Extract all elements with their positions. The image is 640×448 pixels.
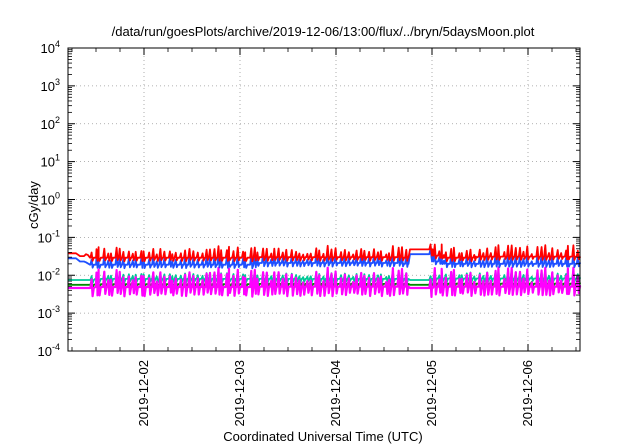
series-line-1 — [68, 243, 581, 263]
series-layer — [68, 243, 582, 298]
chart-title: /data/run/goesPlots/archive/2019-12-06/1… — [112, 24, 535, 39]
series-line-3 — [68, 269, 581, 285]
y-tick-label: 10-3 — [38, 304, 60, 321]
x-tick-label: 2019-12-03 — [232, 360, 247, 427]
y-tick-label: 10-4 — [38, 342, 60, 359]
x-tick-label: 2019-12-02 — [136, 360, 151, 427]
x-tick-label: 2019-12-05 — [424, 360, 439, 427]
y-tick-label: 10-2 — [38, 266, 60, 283]
axis-ticks — [68, 47, 580, 352]
y-tick-label: 104 — [41, 39, 60, 56]
y-axis-label: cGy/day — [26, 181, 41, 229]
y-tick-label: 102 — [41, 115, 60, 132]
y-tick-label: 100 — [41, 191, 60, 208]
x-axis-label: Coordinated Universal Time (UTC) — [223, 429, 422, 444]
y-tick-label: 103 — [41, 77, 60, 94]
y-tick-label: 101 — [41, 153, 60, 170]
x-tick-label: 2019-12-06 — [520, 360, 535, 427]
series-line-5 — [68, 266, 582, 298]
x-tick-label: 2019-12-04 — [328, 360, 343, 427]
y-tick-label: 10-1 — [38, 228, 60, 245]
grid — [68, 48, 580, 351]
x-tick-labels: 2019-12-02 2019-12-03 2019-12-04 2019-12-05… — [136, 360, 535, 427]
y-tick-labels: 10-4 10-3 10-2 10-1 100 101 102 103 104 — [38, 39, 60, 359]
